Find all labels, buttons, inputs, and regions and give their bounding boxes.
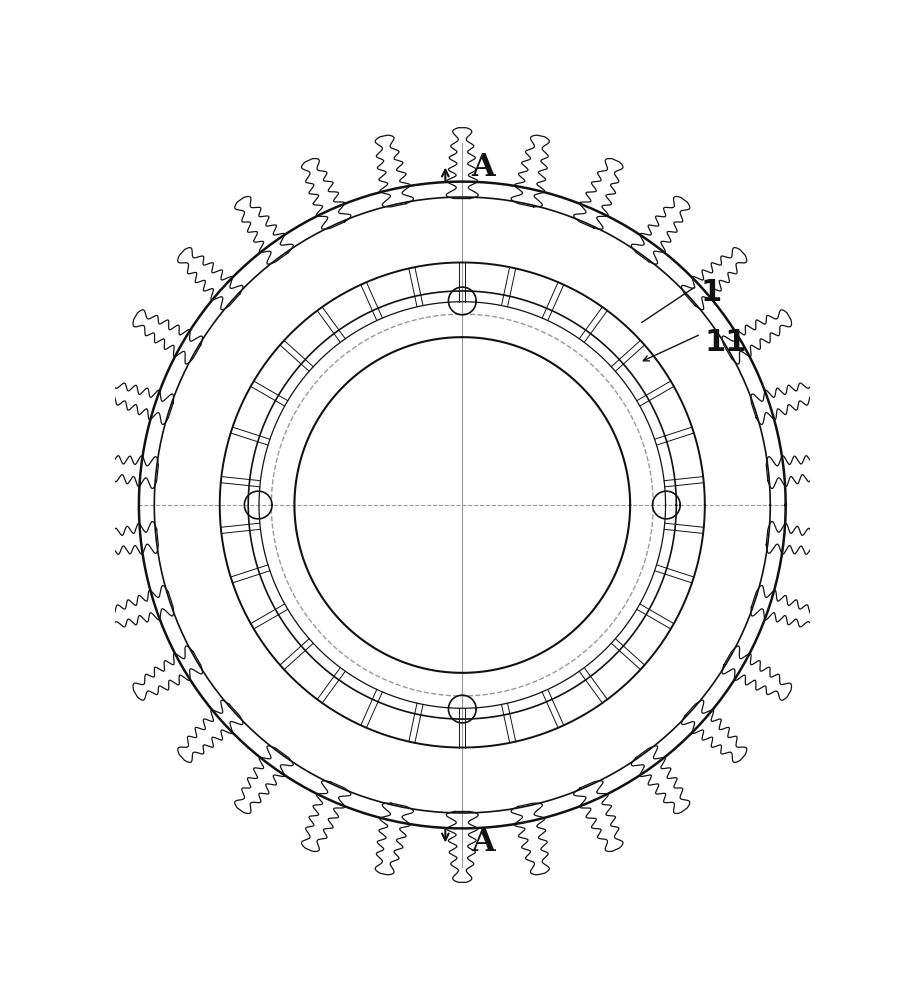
Text: A: A [472, 152, 495, 183]
Text: A: A [472, 827, 495, 858]
Text: 11: 11 [704, 328, 748, 357]
Text: 1: 1 [701, 278, 723, 307]
